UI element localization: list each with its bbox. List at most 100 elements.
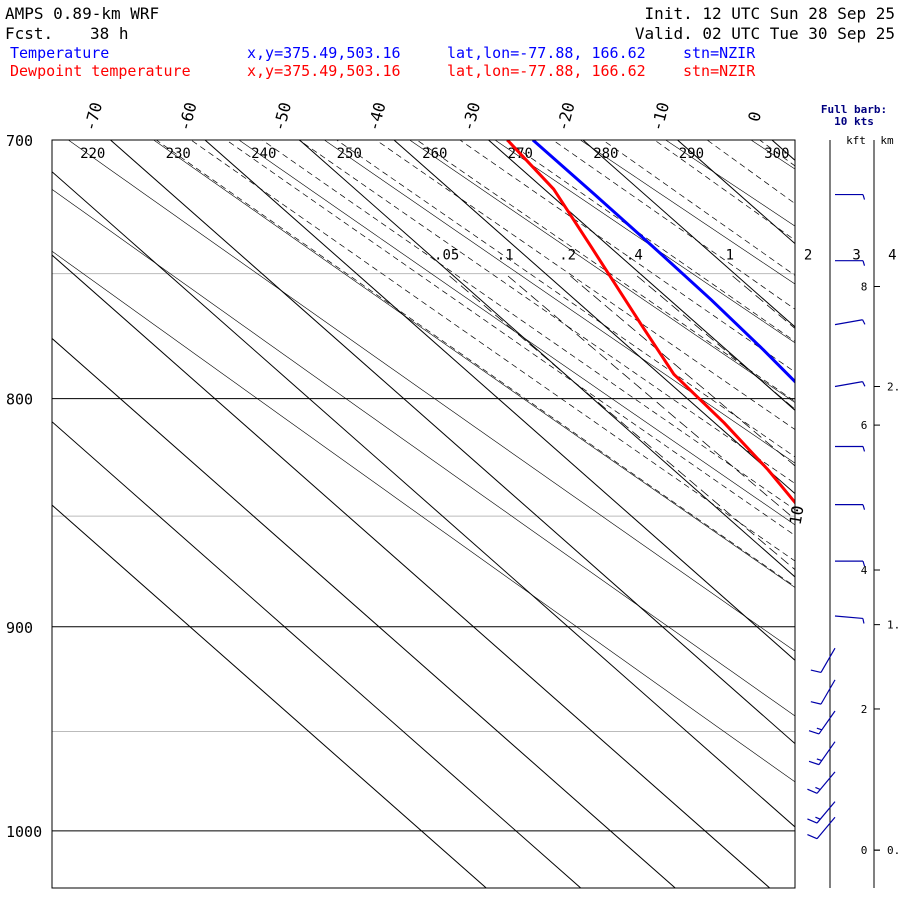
legend-station: stn=NZIR — [683, 62, 756, 80]
wind-barb-title: Full barb: — [821, 103, 887, 116]
height-kft-label: 4 — [861, 564, 868, 577]
isotherm-line — [52, 504, 487, 888]
moist-adiabat-line — [459, 140, 795, 373]
wind-barb-flag — [807, 818, 818, 824]
mixing-ratio-label: .05 — [434, 248, 459, 264]
isotherm-tick-label: -50 — [269, 100, 295, 133]
wind-barb — [835, 504, 866, 510]
isotherm-tick-label: -20 — [553, 100, 579, 133]
isotherm-tick-label: -60 — [175, 100, 201, 133]
dry-adiabat-line — [665, 140, 795, 227]
moist-adiabat-line — [504, 140, 795, 342]
wind-barb-half-flag — [862, 560, 866, 567]
moist-adiabat-line — [156, 140, 795, 587]
isotherm-line — [204, 140, 795, 661]
mixing-ratio-line — [811, 276, 900, 888]
wind-barb — [807, 801, 836, 824]
mixing-ratio-label: 1 — [726, 248, 734, 264]
mixing-ratio-label: 2 — [804, 248, 812, 264]
legend-latlon: lat,lon=-77.88, 166.62 — [447, 62, 646, 80]
legend-xy: x,y=375.49,503.16 — [247, 44, 401, 62]
height-km-label: 2. — [887, 381, 900, 394]
wind-barb-flag — [810, 669, 822, 674]
potential-temperature-label: 230 — [166, 146, 191, 162]
forecast-label: Fcst. — [5, 24, 53, 43]
legend-row-dewpoint: Dewpoint temperature x,y=375.49,503.16 l… — [10, 62, 756, 80]
mixing-ratio-line — [859, 276, 900, 888]
wind-barb — [834, 381, 866, 388]
mixing-ratio-line — [895, 276, 900, 888]
wind-barb-half-flag — [815, 786, 821, 791]
wind-barb — [810, 647, 836, 674]
height-kft-label: 0 — [861, 844, 868, 857]
wind-barb-flag — [810, 701, 822, 705]
temperature-profile-line — [531, 140, 795, 384]
plot-frame — [51, 139, 796, 889]
mixing-ratio-label: .1 — [497, 248, 514, 264]
potential-temperature-label: 290 — [679, 146, 704, 162]
potential-temperature-label: 250 — [337, 146, 362, 162]
height-kft-label: 6 — [861, 419, 868, 432]
legend-series-name: Temperature — [10, 44, 109, 62]
wind-barb-flag — [807, 834, 818, 840]
potential-temperature-label: 280 — [593, 146, 618, 162]
wind-barb-shaft — [834, 615, 863, 620]
wind-barb-half-flag — [862, 260, 866, 266]
wind-barb — [810, 679, 836, 705]
isotherm-tick-label: -40 — [364, 100, 390, 133]
moist-adiabat-line — [416, 140, 795, 402]
moist-adiabat-line — [654, 140, 795, 241]
isotherm-line — [488, 140, 795, 411]
wind-barb — [835, 560, 866, 567]
wind-barb-half-flag — [816, 758, 822, 762]
wind-barb-half-flag — [862, 618, 865, 624]
dry-adiabat-line — [494, 140, 795, 344]
isotherm-line — [52, 337, 676, 888]
wind-barb — [835, 445, 866, 452]
wind-barb-shaft — [816, 771, 836, 794]
height-kft-label: 8 — [861, 281, 868, 294]
pressure-tick-label: 800 — [6, 391, 33, 409]
mixing-ratio-line — [570, 275, 795, 467]
height-km-label: 1. — [887, 619, 900, 632]
wind-barb-shaft — [820, 647, 836, 673]
wind-barb — [835, 193, 866, 200]
wind-barb-half-flag — [862, 194, 866, 200]
wind-barb-half-flag — [815, 816, 821, 820]
mixing-ratio-line — [732, 275, 795, 329]
mixing-ratio-label: 3 — [852, 248, 860, 264]
forecast-hour: 38 h — [90, 24, 129, 43]
mixing-ratio-label: .2 — [559, 248, 576, 264]
isotherm-tick-label: 10 — [786, 504, 808, 526]
potential-temperature-label: 260 — [422, 146, 447, 162]
wind-barb-half-flag — [862, 504, 866, 510]
wind-barb — [808, 710, 836, 735]
wind-barb — [834, 319, 866, 326]
wind-barb-scale: 10 kts — [834, 115, 874, 128]
height-kft-label: 2 — [861, 703, 868, 716]
isotherm-line — [52, 254, 771, 888]
pressure-tick-label: 900 — [6, 619, 33, 637]
isotherm-line — [393, 140, 795, 495]
mixing-ratio-line — [449, 275, 795, 571]
height-unit-km: km — [880, 134, 894, 147]
wind-height-panel: 8 6 4 2 0 2. 1. 0. — [807, 140, 900, 888]
sounding-profiles — [506, 140, 795, 505]
height-km-label: 0. — [887, 844, 900, 857]
dry-adiabat-line — [579, 140, 795, 285]
wind-barb-flag — [808, 730, 820, 735]
model-title: AMPS 0.89-km WRF — [5, 4, 159, 23]
mixing-ratio-line — [507, 275, 795, 520]
wind-barb — [808, 741, 836, 766]
wind-barb-shaft — [820, 679, 836, 705]
diagram-labels: 700 800 900 1000 -70 -60 -50 -40 -30 -20 -10 0 10 220… — [6, 100, 897, 841]
wind-barb — [807, 816, 836, 840]
background-lines — [52, 140, 900, 888]
legend-station: stn=NZIR — [683, 44, 756, 62]
dry-adiabat-line — [750, 140, 795, 170]
wind-barb-shaft — [834, 319, 863, 326]
wind-barb-flag — [808, 760, 820, 766]
dry-adiabat-line — [153, 140, 795, 588]
wind-barb-half-flag — [816, 727, 822, 731]
